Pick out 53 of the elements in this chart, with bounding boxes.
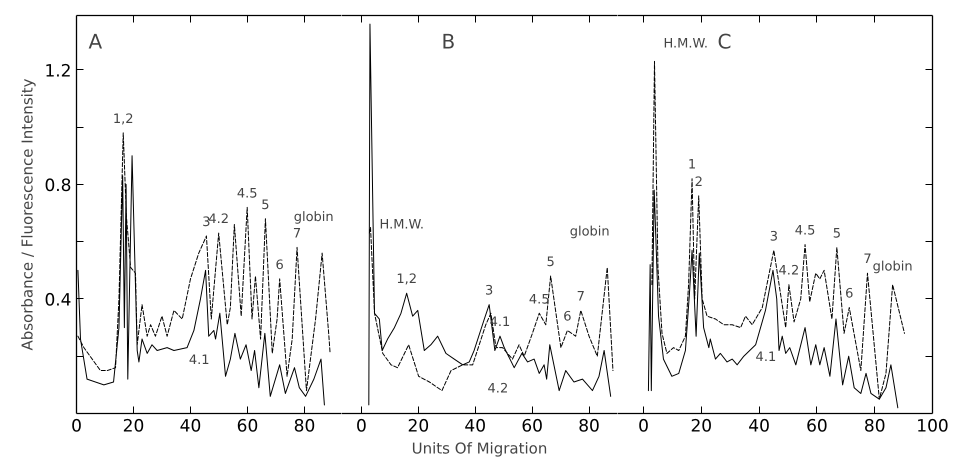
x-tick-label: 40: [464, 416, 486, 436]
annotation: 5: [261, 198, 270, 213]
annotation: 4.5: [236, 186, 258, 202]
x-tick-label: 40: [180, 416, 202, 436]
annotation: 5: [546, 255, 555, 270]
annotation: 6: [276, 258, 284, 273]
text: A: [88, 30, 102, 54]
text: C: [718, 30, 732, 54]
annotation: H.M.W.: [663, 36, 708, 52]
annotation: 6: [563, 309, 572, 324]
annotation: H.M.W.: [380, 217, 424, 232]
x-axis-title: Units Of Migration: [412, 440, 548, 458]
text: B: [442, 30, 456, 54]
annotation: globin: [294, 210, 334, 226]
x-tick-label: 20: [690, 416, 712, 436]
y-tick-label: 0.8: [44, 176, 72, 196]
y-tick-label: 1.2: [44, 61, 72, 82]
x-tick-label: 0: [71, 416, 82, 436]
annotation: 4.1: [188, 353, 210, 368]
x-tick-label: 20: [122, 416, 144, 436]
x-tick-label: 20: [408, 416, 430, 436]
annotation: 5: [832, 226, 841, 242]
annotation: 2: [694, 174, 703, 190]
x-tick-label: 80: [294, 416, 316, 436]
annotation: globin: [570, 224, 610, 240]
annotation: 7: [292, 226, 302, 242]
x-tick-label: 80: [578, 416, 600, 436]
y-tick-label: 0.4: [44, 290, 72, 310]
annotation: 4.2: [488, 382, 508, 397]
annotation: globin: [872, 260, 913, 275]
annotation: 3: [485, 284, 494, 299]
annotation: 4.2: [778, 264, 800, 279]
annotation: 1,2: [112, 112, 134, 127]
x-tick-label: 100: [916, 416, 949, 436]
annotation: 1,2: [396, 272, 418, 288]
x-tick-label: 0: [638, 416, 649, 436]
y-axis-title: Absorbance / Fluorescence Intensity: [18, 78, 36, 351]
x-tick-label: 60: [521, 416, 543, 436]
annotation: 1: [688, 158, 696, 173]
x-tick-label: 40: [748, 416, 770, 436]
annotation: 4.2: [208, 212, 230, 228]
annotation: 3: [770, 229, 778, 244]
x-tick-label: 80: [864, 416, 886, 436]
annotation: 4.1: [756, 350, 776, 366]
annotation: 3: [202, 214, 211, 230]
annotation: 7: [863, 252, 872, 268]
x-tick-label: 0: [356, 416, 367, 436]
annotation: 4.5: [528, 292, 550, 308]
annotation: 7: [576, 289, 585, 304]
x-tick-label: 60: [806, 416, 828, 436]
annotation: 6: [845, 286, 854, 302]
x-tick-label: 60: [236, 416, 258, 436]
annotation: 4.5: [794, 224, 816, 239]
